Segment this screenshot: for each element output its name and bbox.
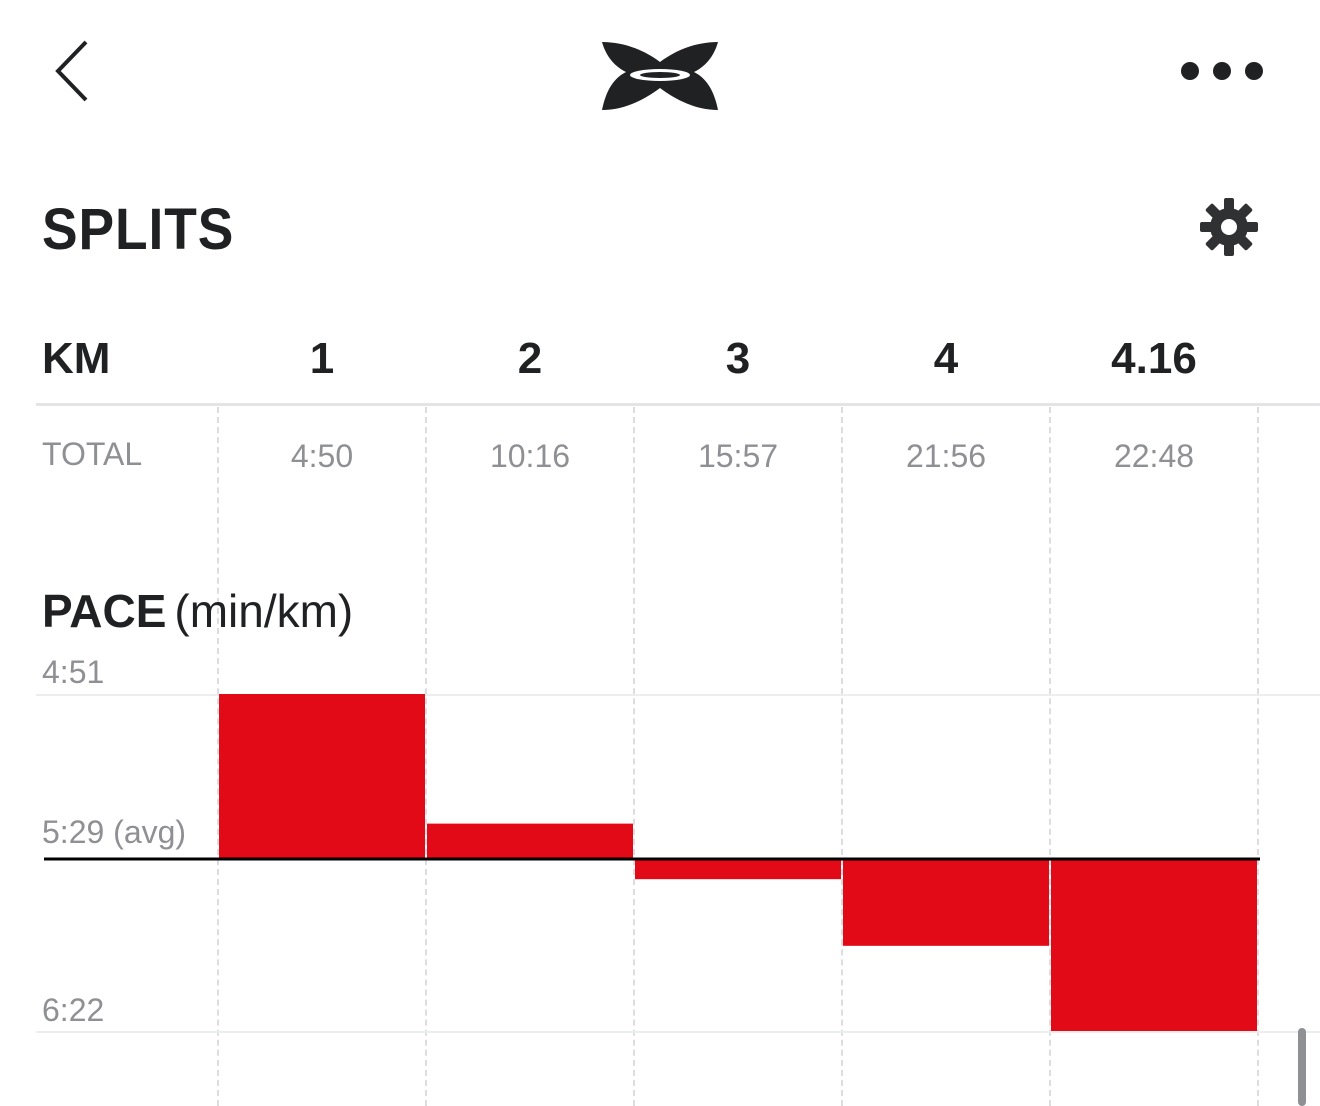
pace-label: PACE [42,585,167,637]
gridline-bottom [36,1031,1320,1033]
pace-tick-top: 4:51 [42,654,105,690]
km-column-4: 4 [933,334,959,383]
scrollbar-thumb[interactable] [1298,1028,1306,1106]
pace-tick-avg: 5:29 (avg) [42,814,187,850]
pace-title: PACE (min/km) [42,584,353,638]
km-column-5: 4.16 [1111,334,1197,383]
pace-unit: (min/km) [174,585,354,637]
total-value-4: 21:56 [905,438,987,474]
km-label: KM [42,334,111,383]
more-horizontal-icon [1181,62,1263,80]
column-divider [217,407,219,1106]
column-divider [633,407,635,1106]
pace-bar-5 [1051,859,1257,1031]
column-divider [841,407,843,1106]
more-options-button[interactable] [1176,54,1272,88]
column-divider [1049,407,1051,1106]
gear-icon [1200,198,1258,256]
pace-bar-1 [219,694,425,859]
splits-title: SPLITS [42,197,235,262]
pace-tick-bottom: 6:22 [42,992,105,1028]
chevron-left-icon [55,40,88,102]
back-button[interactable] [48,36,96,106]
header-divider [36,403,1320,406]
under-armour-logo [594,38,726,114]
total-value-5: 22:48 [1113,438,1195,474]
column-divider [425,407,427,1106]
total-label: TOTAL [42,436,143,472]
total-value-3: 15:57 [697,438,779,474]
pace-bar-3 [635,859,841,880]
total-value-2: 10:16 [489,438,571,474]
column-divider [1257,407,1259,1106]
km-column-2: 2 [517,334,543,383]
gridline-top [36,694,1320,696]
pace-bar-2 [427,823,633,859]
pace-bar-4 [843,859,1049,946]
settings-button[interactable] [1198,196,1260,258]
km-column-1: 1 [309,334,335,383]
total-value-1: 4:50 [290,438,354,474]
km-column-3: 3 [725,334,751,383]
